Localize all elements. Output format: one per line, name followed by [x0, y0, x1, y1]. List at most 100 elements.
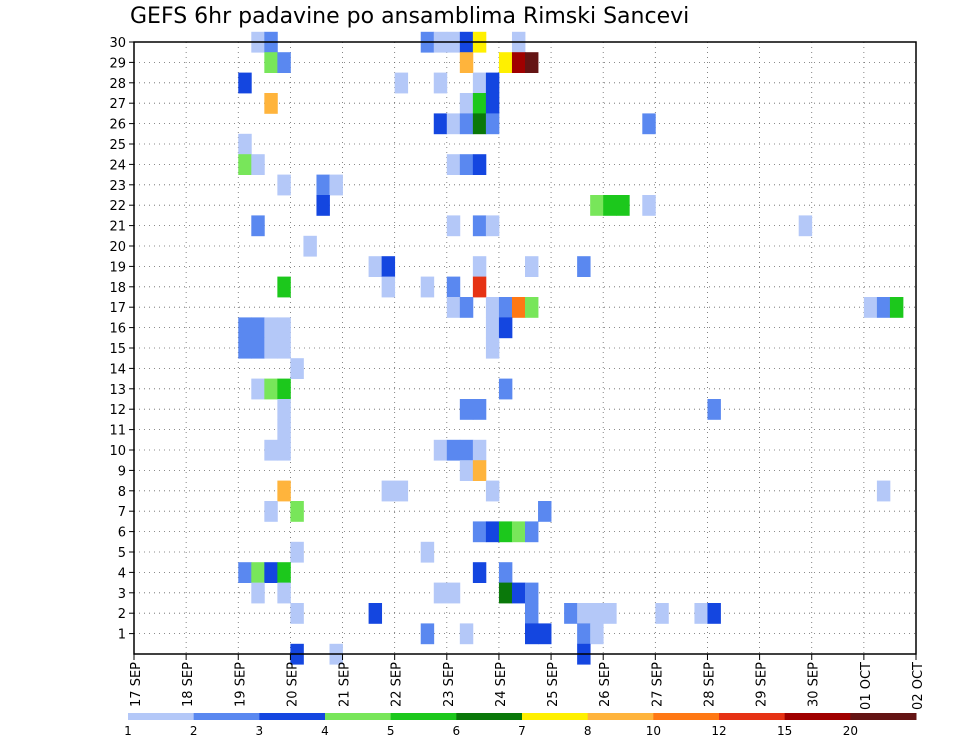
y-tick-label: 27 — [109, 97, 126, 112]
x-tick-label: 01 OCT — [859, 662, 874, 710]
x-tick-label: 25 SEP — [546, 662, 561, 707]
heatmap-cell — [277, 337, 291, 359]
heatmap-cell — [277, 480, 291, 502]
heatmap-cell — [277, 419, 291, 441]
heatmap-cell — [446, 297, 461, 318]
heatmap-cell — [642, 195, 656, 216]
colorbar-swatch — [719, 713, 786, 720]
heatmap-cell — [277, 439, 291, 461]
heatmap-cell — [485, 72, 500, 94]
heatmap-cell — [251, 337, 265, 359]
x-tick-label: 19 SEP — [233, 662, 248, 707]
x-tick-label: 22 SEP — [390, 662, 405, 707]
y-axis: 1234567891011121314151617181920212223242… — [109, 36, 134, 643]
heatmap-cell — [525, 603, 539, 624]
heatmap-cell — [277, 174, 291, 196]
x-tick-label: 18 SEP — [181, 662, 196, 707]
x-axis: 17 SEP 18 SEP 19 SEP 20 SEP 21 SEP 22 SEP 23 S… — [129, 654, 926, 710]
colorbar-label: 3 — [256, 724, 264, 738]
heatmap-cell — [251, 562, 265, 583]
y-tick-label: 23 — [109, 179, 126, 194]
y-tick-label: 9 — [118, 464, 126, 479]
chart-title: GEFS 6hr padavine po ansamblima Rimski S… — [130, 4, 690, 29]
colorbar-label: 2 — [190, 724, 198, 738]
heatmap-cell — [277, 562, 291, 583]
heatmap-cell — [498, 317, 513, 339]
heatmap-cell — [538, 501, 552, 522]
heatmap-cell — [290, 541, 304, 563]
colorbar-label: 10 — [646, 724, 661, 738]
heatmap-cell — [498, 521, 513, 543]
y-tick-label: 18 — [109, 281, 126, 296]
y-tick-label: 26 — [109, 118, 126, 133]
heatmap-cell — [459, 113, 474, 135]
y-tick-label: 21 — [109, 220, 126, 235]
heatmap-cell — [251, 215, 265, 237]
heatmap-cell — [381, 276, 396, 298]
heatmap-cell — [472, 256, 487, 277]
heatmap-cell — [472, 521, 487, 543]
heatmap-cell — [277, 378, 291, 400]
colorbar-label: 1 — [124, 724, 132, 738]
colorbar-swatch — [456, 713, 523, 720]
y-tick-label: 8 — [118, 485, 126, 500]
heatmap-cell — [472, 215, 487, 237]
y-tick-label: 22 — [109, 199, 126, 214]
heatmap-cell — [498, 297, 513, 318]
heatmap-cell — [459, 154, 474, 175]
heatmap-cell — [485, 297, 500, 318]
x-tick-label: 26 SEP — [598, 662, 613, 707]
heatmap-cell — [251, 582, 265, 604]
heatmap-cell — [290, 603, 304, 624]
heatmap-cell — [485, 337, 500, 359]
heatmap-cell — [511, 297, 526, 318]
colorbar-label: 20 — [843, 724, 858, 738]
heatmap-cell — [446, 215, 461, 237]
heatmap-cell — [264, 501, 278, 522]
heatmap-cell — [433, 113, 448, 135]
heatmap-cell — [485, 113, 500, 135]
heatmap-cell — [707, 399, 721, 420]
y-tick-label: 20 — [109, 240, 126, 255]
x-tick-label: 21 SEP — [338, 662, 353, 707]
heatmap-cell — [264, 317, 278, 339]
y-tick-label: 7 — [118, 505, 126, 520]
heatmap-cell — [368, 603, 383, 624]
heatmap-cell — [603, 603, 617, 624]
heatmap-cell — [394, 480, 409, 502]
heatmap-cell — [290, 501, 304, 522]
y-tick-label: 16 — [109, 322, 126, 337]
heatmap-cells — [238, 31, 904, 665]
heatmap-cell — [498, 562, 513, 583]
heatmap-cell — [238, 562, 252, 583]
y-tick-label: 25 — [109, 138, 126, 153]
heatmap-cell — [694, 603, 708, 624]
y-tick-label: 24 — [109, 158, 126, 173]
heatmap-cell — [472, 399, 487, 420]
x-tick-label: 02 OCT — [911, 662, 926, 710]
heatmap-cell — [564, 603, 578, 624]
heatmap-cell — [459, 439, 474, 461]
heatmap-cell — [472, 276, 487, 298]
heatmap-cell — [525, 52, 539, 73]
heatmap-cell — [290, 358, 304, 379]
heatmap-cell — [485, 215, 500, 237]
heatmap-cell — [238, 133, 252, 155]
colorbar-swatch — [128, 713, 195, 720]
heatmap-cell — [446, 439, 461, 461]
heatmap-cell — [459, 460, 474, 481]
y-tick-label: 11 — [109, 424, 126, 439]
colorbar-label: 5 — [387, 724, 395, 738]
heatmap-cell — [525, 521, 539, 543]
heatmap-cell — [459, 93, 474, 114]
heatmap-cell — [459, 52, 474, 73]
colorbar-swatch — [850, 713, 917, 720]
colorbar-swatch — [325, 713, 392, 720]
heatmap-cell — [798, 215, 813, 237]
heatmap-cell — [525, 582, 539, 604]
y-tick-label: 6 — [118, 526, 126, 541]
x-tick-label: 27 SEP — [650, 662, 665, 707]
x-tick-label: 29 SEP — [755, 662, 770, 707]
heatmap-cell — [472, 154, 487, 175]
heatmap-cell — [277, 582, 291, 604]
